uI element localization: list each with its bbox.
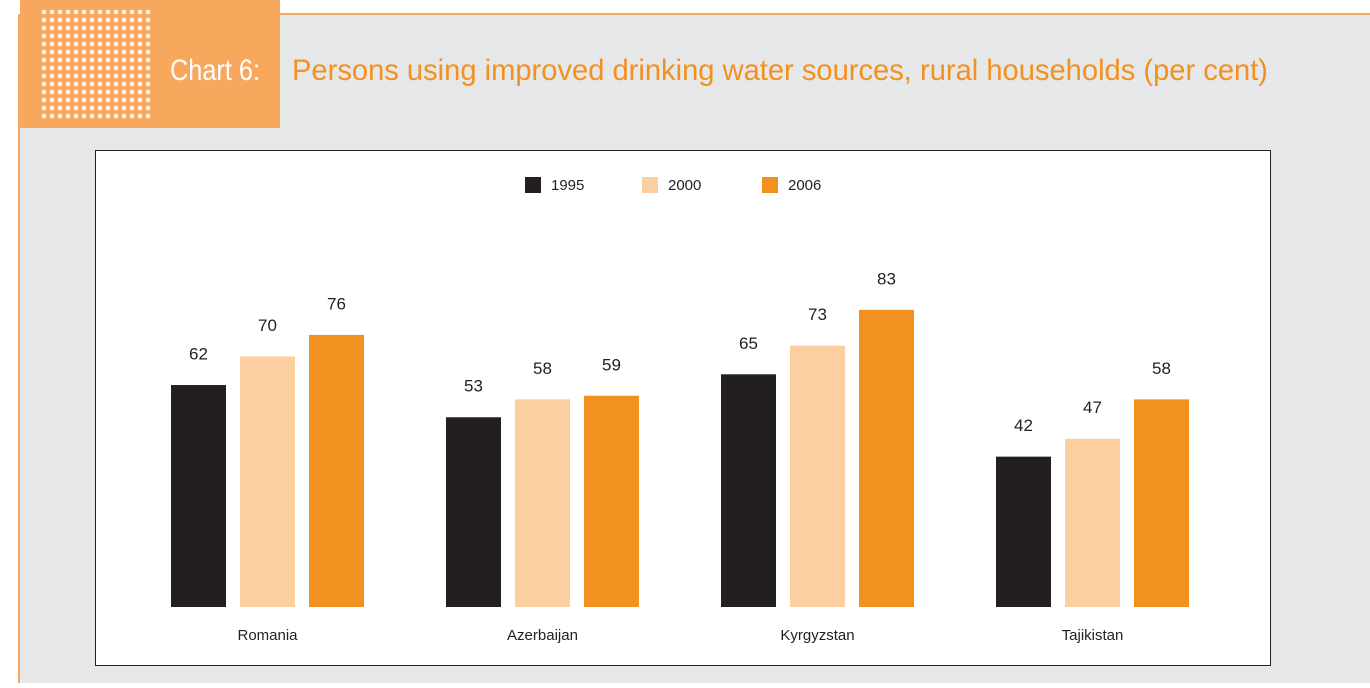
- bar: [515, 399, 570, 607]
- data-label: 42: [1014, 416, 1033, 435]
- bar: [240, 356, 295, 607]
- data-label: 58: [1152, 359, 1171, 378]
- data-label: 53: [464, 377, 483, 396]
- bar: [790, 345, 845, 607]
- data-label: 59: [602, 355, 621, 374]
- bar: [721, 374, 776, 607]
- x-tick-label: Tajikistan: [1062, 627, 1124, 644]
- bar: [1134, 399, 1189, 607]
- legend-label: 2000: [668, 177, 701, 194]
- chart-label: Chart 6:: [170, 54, 260, 87]
- legend-swatch: [642, 177, 658, 193]
- left-rule: [18, 14, 20, 683]
- bar: [171, 385, 226, 607]
- bar: [446, 417, 501, 607]
- legend-swatch: [762, 177, 778, 193]
- data-label: 76: [327, 294, 346, 313]
- data-label: 58: [533, 359, 552, 378]
- bar: [584, 395, 639, 607]
- data-label: 47: [1083, 398, 1102, 417]
- chart-title: Persons using improved drinking water so…: [292, 54, 1268, 87]
- top-rule: [20, 13, 1370, 15]
- x-tick-label: Romania: [237, 627, 298, 644]
- data-label: 62: [189, 345, 208, 364]
- x-tick-label: Kyrgyzstan: [780, 627, 854, 644]
- dot-pattern: [40, 10, 152, 120]
- bar: [859, 309, 914, 607]
- data-label: 70: [258, 316, 277, 335]
- bar: [996, 456, 1051, 607]
- bar: [309, 334, 364, 607]
- x-tick-label: Azerbaijan: [507, 627, 578, 644]
- plot: 1995 2000 2006 Romania 62 70 76 Azerbaijan 53 58 5…: [171, 177, 1189, 644]
- data-label: 65: [739, 334, 758, 353]
- data-label: 83: [877, 269, 896, 288]
- legend-label: 1995: [551, 177, 584, 194]
- bar: [1065, 438, 1120, 607]
- legend-label: 2006: [788, 177, 821, 194]
- legend-swatch: [525, 177, 541, 193]
- data-label: 73: [808, 305, 827, 324]
